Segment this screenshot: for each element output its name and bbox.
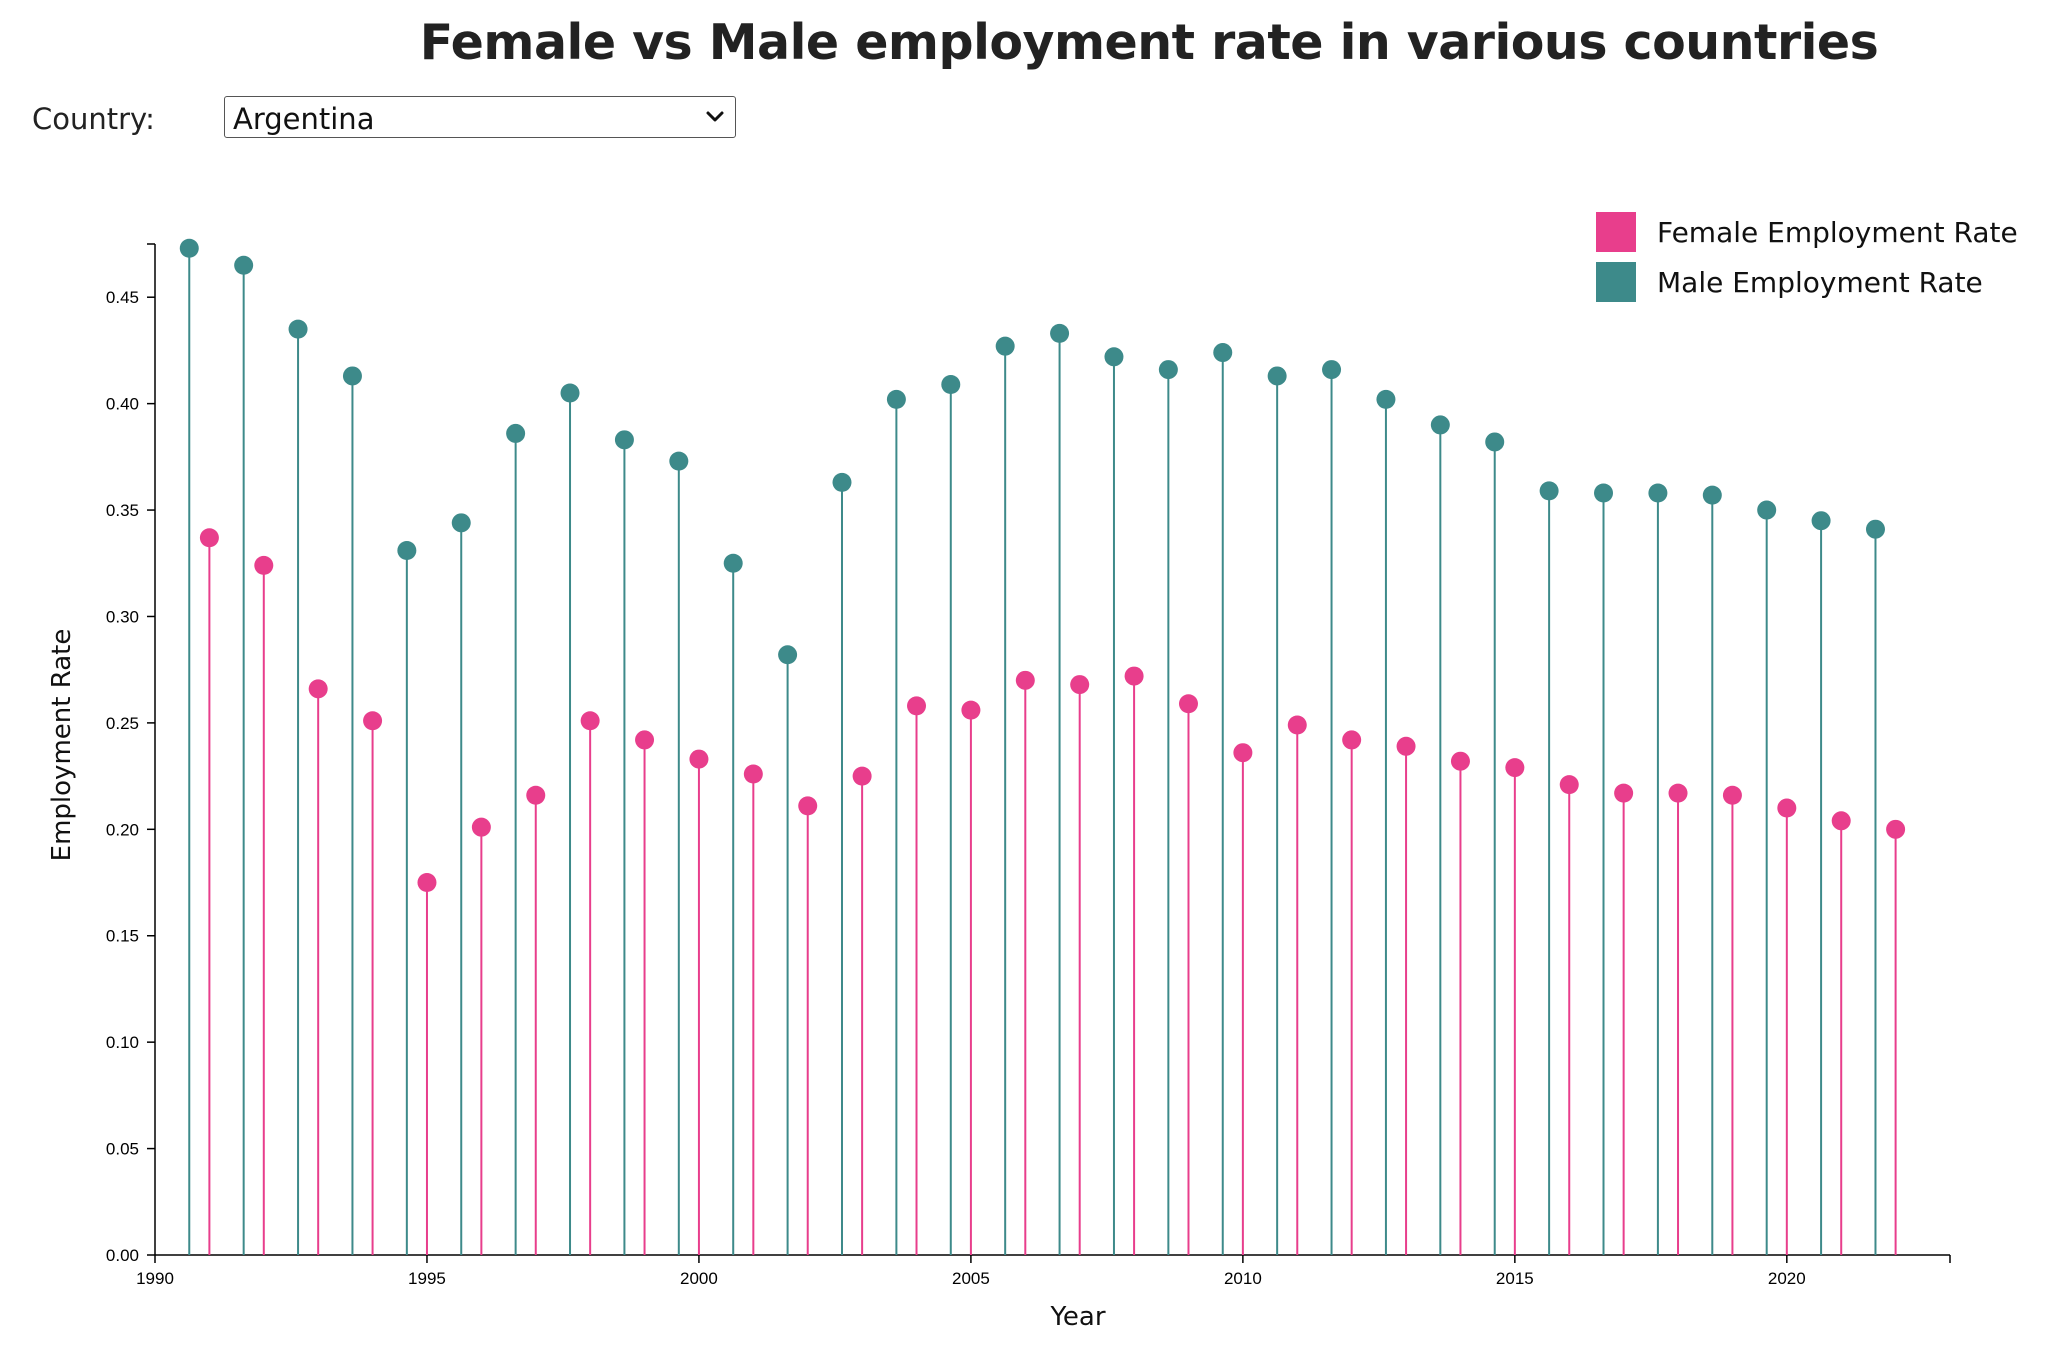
female-point xyxy=(1233,743,1253,763)
female-point xyxy=(1886,819,1906,839)
y-tick-label: 0.40 xyxy=(106,395,139,414)
male-point xyxy=(179,238,199,258)
y-axis-title: Employment Rate xyxy=(47,629,77,862)
female-point xyxy=(471,817,491,837)
lollipop-points xyxy=(179,238,1906,893)
male-point xyxy=(1811,511,1831,531)
x-tick-label: 2020 xyxy=(1768,1269,1806,1288)
y-tick-label: 0.20 xyxy=(106,820,139,839)
female-point xyxy=(526,785,546,805)
male-point xyxy=(1376,389,1396,409)
female-point xyxy=(1396,736,1416,756)
female-point xyxy=(1831,811,1851,831)
x-tick-label: 2015 xyxy=(1496,1269,1534,1288)
male-point xyxy=(941,374,961,394)
female-point xyxy=(1505,758,1525,778)
axes: 1990 1995 2000 2005 2010 2015 2020 0.00 0.05 0.10… xyxy=(106,243,1951,1288)
chevron-down-icon xyxy=(706,111,724,122)
female-point xyxy=(907,696,927,716)
male-point xyxy=(886,389,906,409)
male-point xyxy=(614,430,634,450)
female-point xyxy=(1124,666,1144,686)
female-point xyxy=(199,528,219,548)
male-point xyxy=(1485,432,1505,452)
x-tick-label: 2010 xyxy=(1224,1269,1262,1288)
male-point xyxy=(1757,500,1777,520)
legend-swatch-female xyxy=(1596,212,1636,252)
y-tick-label: 0.25 xyxy=(106,714,139,733)
y-tick-label: 0.15 xyxy=(106,927,139,946)
female-point xyxy=(961,700,981,720)
y-tick-label: 0.05 xyxy=(106,1140,139,1159)
x-tick-label: 1995 xyxy=(408,1269,446,1288)
male-point xyxy=(1213,343,1233,363)
legend-swatch-male xyxy=(1596,262,1636,302)
female-point xyxy=(798,796,818,816)
male-point xyxy=(560,383,580,403)
male-point xyxy=(1648,483,1668,503)
y-tick-label: 0.45 xyxy=(106,288,139,307)
female-point xyxy=(635,730,655,750)
country-select-value: Argentina xyxy=(233,102,375,136)
y-tick-label: 0.00 xyxy=(106,1246,139,1265)
male-point xyxy=(1104,347,1124,367)
male-point xyxy=(1267,366,1287,386)
male-point xyxy=(506,423,526,443)
female-point xyxy=(1614,783,1634,803)
female-point xyxy=(743,764,763,784)
female-point xyxy=(1015,670,1035,690)
y-tick-label: 0.30 xyxy=(106,607,139,626)
lollipop-stems xyxy=(188,248,1897,1255)
female-point xyxy=(254,555,274,575)
female-point xyxy=(417,873,437,893)
male-point xyxy=(1594,483,1614,503)
female-point xyxy=(852,766,872,786)
male-point xyxy=(669,451,689,471)
country-label: Country: xyxy=(32,102,155,136)
male-point xyxy=(1539,481,1559,501)
female-point xyxy=(1777,798,1797,818)
x-tick-label: 2005 xyxy=(952,1269,990,1288)
male-point xyxy=(234,255,254,275)
male-point xyxy=(1865,519,1885,539)
female-point xyxy=(1559,775,1579,795)
legend: Female Employment Rate Male Employment R… xyxy=(1596,212,2018,302)
male-point xyxy=(288,319,308,339)
female-point xyxy=(1287,715,1307,735)
female-point xyxy=(689,749,709,769)
male-point xyxy=(1050,323,1070,343)
female-point xyxy=(1722,785,1742,805)
country-select[interactable]: Argentina xyxy=(224,96,736,138)
female-point xyxy=(1450,751,1470,771)
y-tick-label: 0.10 xyxy=(106,1033,139,1052)
male-point xyxy=(778,645,798,665)
male-point xyxy=(397,540,417,560)
female-point xyxy=(1178,694,1198,714)
y-tick-label: 0.35 xyxy=(106,501,139,520)
male-point xyxy=(1702,485,1722,505)
male-point xyxy=(451,513,471,533)
x-tick-label: 2000 xyxy=(680,1269,718,1288)
female-point xyxy=(1070,675,1090,695)
x-axis-title: Year xyxy=(1049,1302,1105,1332)
female-point xyxy=(1668,783,1688,803)
male-point xyxy=(995,336,1015,356)
legend-label-female: Female Employment Rate xyxy=(1657,216,2018,249)
chart-title: Female vs Male employment rate in variou… xyxy=(419,14,1879,71)
male-point xyxy=(1158,360,1178,380)
female-point xyxy=(308,679,328,699)
male-point xyxy=(1430,415,1450,435)
female-point xyxy=(1342,730,1362,750)
female-point xyxy=(363,711,383,731)
female-point xyxy=(580,711,600,731)
legend-label-male: Male Employment Rate xyxy=(1657,266,1983,299)
male-point xyxy=(342,366,362,386)
male-point xyxy=(1322,360,1342,380)
male-point xyxy=(832,472,852,492)
male-point xyxy=(723,553,743,573)
x-tick-label: 1990 xyxy=(136,1269,174,1288)
